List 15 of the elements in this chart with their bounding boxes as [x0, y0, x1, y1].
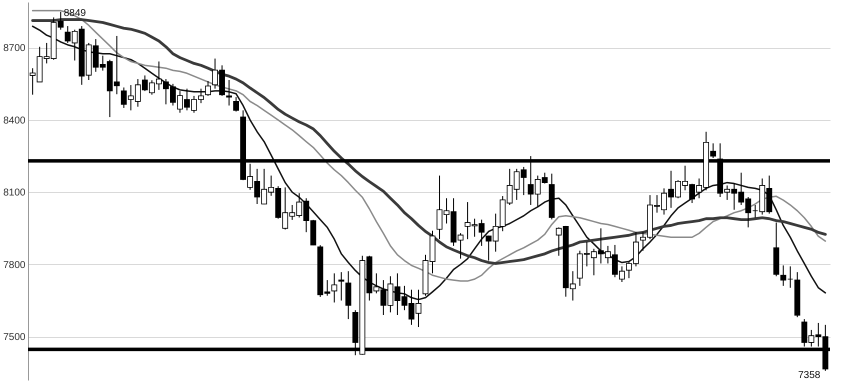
candlestick: [780, 264, 786, 286]
y-tick-label: 8100: [3, 188, 26, 199]
candlestick: [787, 266, 794, 288]
candlestick: [233, 96, 239, 112]
y-tick-label: 8700: [3, 43, 26, 54]
candlestick: [226, 80, 232, 106]
candlestick: [345, 270, 352, 320]
candlestick: [331, 272, 338, 303]
annotation: 8849: [64, 8, 86, 19]
candlestick: [205, 80, 211, 96]
y-tick-label: 7500: [3, 332, 26, 344]
y-tick-label: 7800: [3, 260, 26, 271]
candlestick: [338, 272, 344, 302]
y-tick-label: 8400: [3, 115, 26, 126]
annotation: 7358: [798, 370, 821, 381]
